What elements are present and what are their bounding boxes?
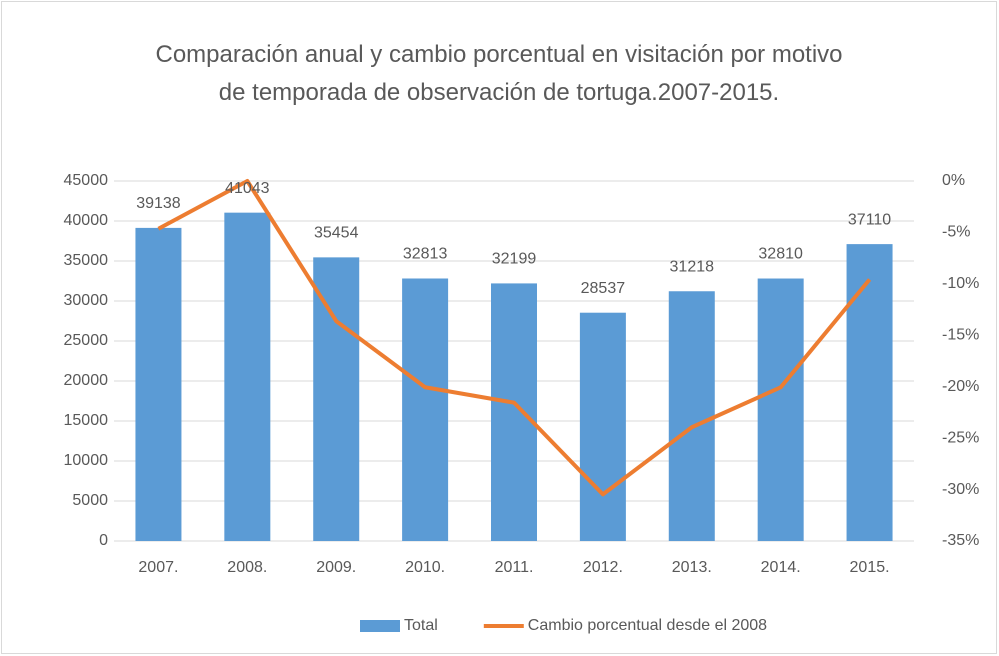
data-label: 39138 (136, 195, 181, 212)
data-label: 32813 (403, 246, 448, 263)
data-label: 35454 (314, 225, 359, 242)
y-tick-label: 10000 (64, 452, 109, 469)
x-tick-label: 2010. (405, 559, 445, 576)
y2-tick-label: -30% (942, 481, 979, 498)
y-tick-label: 20000 (64, 372, 109, 389)
data-label: 28537 (581, 280, 626, 297)
y-tick-label: 25000 (64, 332, 109, 349)
x-tick-label: 2007. (138, 559, 178, 576)
bar (668, 291, 715, 541)
y2-tick-label: -20% (942, 378, 979, 395)
data-label: 32199 (492, 251, 537, 268)
y-tick-label: 5000 (72, 492, 108, 509)
x-tick-label: 2013. (672, 559, 712, 576)
x-tick-label: 2009. (316, 559, 356, 576)
x-tick-label: 2014. (761, 559, 801, 576)
bar (224, 212, 271, 541)
y-tick-label: 40000 (64, 212, 109, 229)
bar (135, 227, 182, 541)
y-tick-label: 0 (99, 532, 108, 549)
y2-tick-label: -10% (942, 275, 979, 292)
y2-tick-label: -25% (942, 429, 979, 446)
x-tick-label: 2008. (227, 559, 267, 576)
y-tick-label: 35000 (64, 252, 109, 269)
y-tick-label: 45000 (64, 172, 109, 189)
data-label: 31218 (670, 258, 715, 275)
x-tick-label: 2015. (850, 559, 890, 576)
y2-tick-label: -35% (942, 532, 979, 549)
legend-label: Total (404, 617, 438, 634)
y2-tick-label: 0% (942, 172, 965, 189)
bar (402, 278, 449, 541)
x-tick-label: 2011. (495, 559, 534, 576)
bar (846, 244, 893, 541)
legend-label: Cambio porcentual desde el 2008 (528, 617, 767, 634)
bar (579, 312, 626, 541)
bar (491, 283, 537, 541)
legend-swatch (360, 620, 400, 632)
y-tick-label: 30000 (64, 292, 109, 309)
chart-title: Comparación anual y cambio porcentual en… (155, 41, 843, 106)
y-tick-label: 15000 (64, 412, 109, 429)
bar (313, 257, 360, 541)
x-tick-label: 2012. (583, 559, 623, 576)
y2-tick-label: -15% (942, 327, 979, 344)
data-label: 32810 (758, 246, 803, 263)
bar (757, 278, 804, 541)
y2-tick-label: -5% (942, 224, 970, 241)
line (157, 179, 872, 497)
data-label: 37110 (848, 211, 891, 228)
data-label: 41043 (225, 180, 270, 197)
